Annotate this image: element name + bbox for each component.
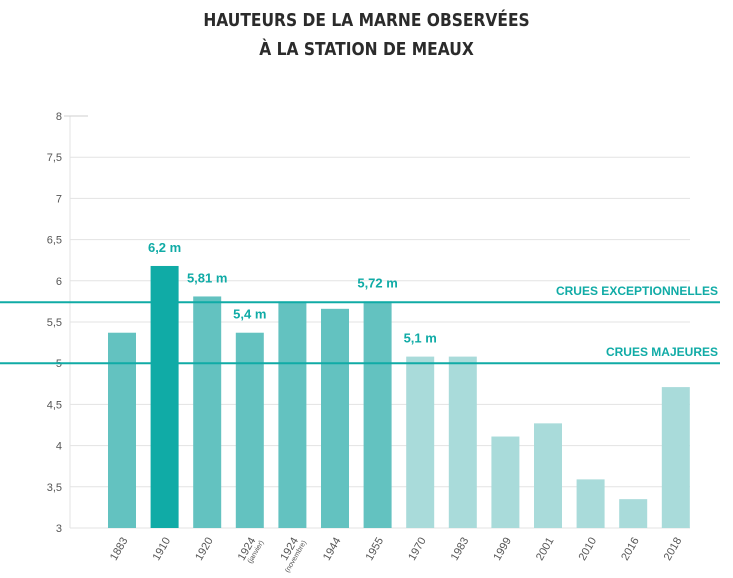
bar — [491, 436, 520, 528]
bar — [576, 479, 605, 528]
x-tick-label: 1883 — [108, 536, 131, 563]
reference-lines: CRUES EXCEPTIONNELLES CRUES MAJEURES — [0, 284, 720, 365]
bar — [321, 308, 349, 528]
y-tick-label: 5,5 — [47, 317, 62, 329]
bar — [534, 423, 562, 528]
y-tick-label: 7,5 — [47, 152, 62, 164]
x-tick-label: 2010 — [577, 536, 600, 563]
x-tick-label: 1944 — [321, 536, 344, 563]
reference-line-label: CRUES EXCEPTIONNELLES — [556, 284, 718, 298]
data-label: 6,2 m — [148, 240, 181, 255]
chart-title-line-2: À LA STATION DE MEAUX — [259, 39, 474, 60]
y-tick-label: 4,5 — [47, 399, 62, 411]
data-label: 5,1 m — [404, 331, 437, 346]
bar — [235, 332, 264, 528]
chart-title-line-1: HAUTEURS DE LA MARNE OBSERVÉES — [203, 10, 530, 31]
bars — [108, 265, 690, 528]
data-labels: 6,2 m 5,81 m 5,4 m 5,72 m 5,1 m — [148, 240, 437, 346]
y-tick-label: 3,5 — [47, 482, 62, 494]
data-label: 5,4 m — [233, 307, 266, 322]
x-tick-label: 1910 — [151, 536, 174, 563]
bar — [150, 265, 179, 528]
x-tick-label: 1955 — [364, 536, 387, 563]
y-tick-label: 6 — [56, 276, 62, 288]
x-tick-label: 1983 — [449, 536, 472, 563]
bar — [406, 356, 435, 528]
bar — [661, 387, 690, 528]
y-tick-label: 8 — [56, 111, 62, 123]
y-axis-ticks: 33,544,555,566,577,58 — [47, 111, 62, 535]
y-tick-label: 3 — [56, 523, 62, 535]
bar — [278, 301, 307, 528]
x-tick-label: 1999 — [491, 536, 514, 563]
y-tick-label: 4 — [56, 441, 62, 453]
x-tick-label: 2016 — [619, 536, 642, 563]
bar — [363, 301, 392, 528]
x-axis-labels: 1883 1910 1920 1924(janvier) 1924(novembre) 1… — [108, 536, 684, 575]
x-tick-label: 1970 — [406, 536, 429, 563]
reference-line-label: CRUES MAJEURES — [606, 345, 718, 359]
x-tick-label: 2001 — [534, 536, 557, 563]
bar — [193, 296, 222, 528]
bar — [619, 499, 648, 528]
bar — [108, 332, 136, 528]
chart-title: HAUTEURS DE LA MARNE OBSERVÉES À LA STAT… — [0, 6, 733, 64]
data-label: 5,72 m — [357, 275, 397, 290]
x-tick-label: 2018 — [662, 536, 685, 563]
y-tick-label: 6,5 — [47, 235, 62, 247]
x-tick-label: 1920 — [193, 536, 216, 563]
bar — [448, 356, 477, 528]
y-tick-label: 7 — [56, 193, 62, 205]
data-label: 5,81 m — [187, 270, 227, 285]
